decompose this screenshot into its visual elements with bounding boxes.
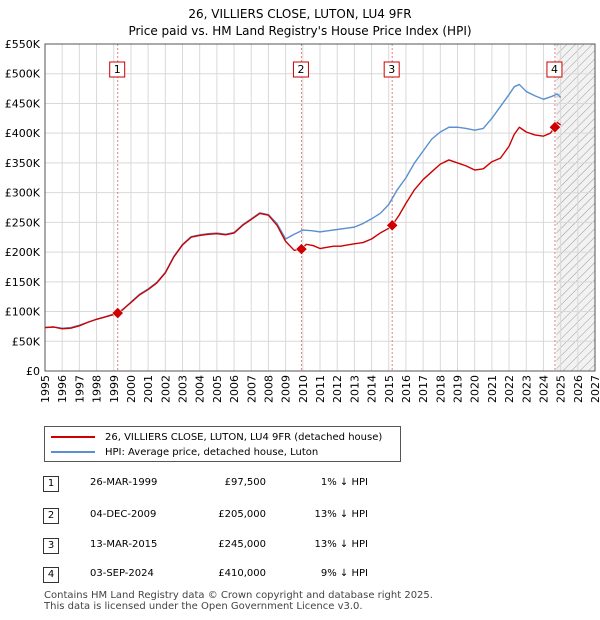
y-tick-label: £400K bbox=[5, 127, 41, 140]
sale-label-number: 3 bbox=[388, 63, 395, 76]
transaction-price: £205,000 bbox=[218, 509, 266, 520]
transaction-price: £245,000 bbox=[218, 539, 266, 550]
footer: Contains HM Land Registry data © Crown c… bbox=[44, 590, 433, 612]
transaction-number: 3 bbox=[43, 538, 59, 554]
chart-subtitle: Price paid vs. HM Land Registry's House … bbox=[128, 24, 471, 38]
x-tick-label: 1999 bbox=[108, 375, 121, 403]
x-tick-label: 2011 bbox=[314, 375, 327, 403]
x-tick-label: 2009 bbox=[280, 375, 293, 403]
x-tick-label: 2027 bbox=[589, 375, 600, 403]
y-tick-label: £0 bbox=[26, 365, 40, 378]
table-row: 2 04-DEC-2009 £205,000 13% ↓ HPI bbox=[0, 508, 600, 524]
x-tick-label: 1995 bbox=[39, 375, 52, 403]
y-tick-label: £500K bbox=[5, 68, 41, 81]
x-tick-label: 2016 bbox=[400, 375, 413, 403]
transaction-date: 26-MAR-1999 bbox=[90, 477, 158, 488]
x-tick-label: 2006 bbox=[228, 375, 241, 403]
legend: 26, VILLIERS CLOSE, LUTON, LU4 9FR (deta… bbox=[44, 426, 401, 462]
transaction-number: 2 bbox=[43, 508, 59, 524]
table-row: 4 03-SEP-2024 £410,000 9% ↓ HPI bbox=[0, 567, 600, 583]
legend-swatch-hpi bbox=[51, 451, 95, 453]
transaction-hpi: 1% ↓ HPI bbox=[320, 477, 368, 488]
x-tick-label: 2003 bbox=[177, 375, 190, 403]
x-tick-label: 2010 bbox=[297, 375, 310, 403]
transaction-number: 1 bbox=[43, 476, 59, 492]
y-tick-label: £300K bbox=[5, 187, 41, 200]
transaction-date: 03-SEP-2024 bbox=[90, 568, 154, 579]
transaction-number: 4 bbox=[43, 567, 59, 583]
x-tick-label: 2019 bbox=[452, 375, 465, 403]
transaction-price: £97,500 bbox=[224, 477, 266, 488]
chart: 26, VILLIERS CLOSE, LUTON, LU4 9FR Price… bbox=[5, 7, 600, 403]
table-row: 1 26-MAR-1999 £97,500 1% ↓ HPI bbox=[0, 476, 600, 492]
y-tick-label: £100K bbox=[5, 306, 41, 319]
x-tick-label: 2022 bbox=[503, 375, 516, 403]
forecast-hatch bbox=[556, 44, 595, 371]
y-tick-label: £50K bbox=[12, 335, 41, 348]
x-tick-label: 2012 bbox=[331, 375, 344, 403]
y-tick-label: £450K bbox=[5, 97, 41, 110]
legend-item-hpi: HPI: Average price, detached house, Luto… bbox=[51, 445, 318, 459]
transaction-hpi: 13% ↓ HPI bbox=[314, 539, 368, 550]
x-tick-label: 2002 bbox=[159, 375, 172, 403]
x-tick-label: 1996 bbox=[56, 375, 69, 403]
x-tick-label: 2025 bbox=[555, 375, 568, 403]
sale-label-box bbox=[383, 61, 400, 78]
sale-label-number: 4 bbox=[551, 63, 558, 76]
x-tick-label: 2017 bbox=[417, 375, 430, 403]
sale-point bbox=[111, 307, 124, 320]
transaction-hpi: 13% ↓ HPI bbox=[314, 509, 368, 520]
x-tick-label: 2013 bbox=[348, 375, 361, 403]
x-tick-label: 2001 bbox=[142, 375, 155, 403]
transaction-hpi: 9% ↓ HPI bbox=[320, 568, 368, 579]
x-tick-label: 2014 bbox=[366, 375, 379, 403]
x-tick-label: 1997 bbox=[73, 375, 86, 403]
sale-label-box bbox=[546, 61, 563, 78]
legend-item-property: 26, VILLIERS CLOSE, LUTON, LU4 9FR (deta… bbox=[51, 430, 382, 444]
y-tick-label: £200K bbox=[5, 246, 41, 259]
y-tick-label: £250K bbox=[5, 216, 41, 229]
x-tick-label: 2020 bbox=[469, 375, 482, 403]
y-tick-label: £150K bbox=[5, 276, 41, 289]
sale-label-box bbox=[109, 61, 126, 78]
transaction-date: 13-MAR-2015 bbox=[90, 539, 158, 550]
x-tick-label: 2018 bbox=[434, 375, 447, 403]
x-tick-label: 2023 bbox=[520, 375, 533, 403]
series-line-property bbox=[44, 121, 562, 330]
legend-label-property: 26, VILLIERS CLOSE, LUTON, LU4 9FR (deta… bbox=[105, 431, 383, 443]
table-row: 3 13-MAR-2015 £245,000 13% ↓ HPI bbox=[0, 538, 600, 554]
y-tick-label: £550K bbox=[5, 38, 41, 51]
sale-label-number: 2 bbox=[297, 63, 304, 76]
sale-point bbox=[386, 219, 399, 232]
sale-point bbox=[295, 243, 308, 256]
x-tick-label: 2015 bbox=[383, 375, 396, 403]
x-tick-label: 1998 bbox=[91, 375, 104, 403]
sale-label-box bbox=[292, 61, 309, 78]
legend-label-hpi: HPI: Average price, detached house, Luto… bbox=[105, 446, 319, 458]
transaction-price: £410,000 bbox=[218, 568, 266, 579]
x-tick-label: 2005 bbox=[211, 375, 224, 403]
footer-copyright: Contains HM Land Registry data © Crown c… bbox=[44, 590, 433, 601]
x-tick-label: 2004 bbox=[194, 375, 207, 403]
transaction-date: 04-DEC-2009 bbox=[90, 509, 157, 520]
x-tick-label: 2007 bbox=[245, 375, 258, 403]
sale-label-number: 1 bbox=[114, 63, 121, 76]
x-tick-label: 2000 bbox=[125, 375, 138, 403]
chart-title: 26, VILLIERS CLOSE, LUTON, LU4 9FR bbox=[188, 7, 411, 21]
x-tick-label: 2024 bbox=[537, 375, 550, 403]
legend-swatch-property bbox=[51, 436, 95, 438]
sale-point bbox=[548, 121, 561, 134]
plot-border bbox=[44, 43, 596, 372]
x-tick-label: 2021 bbox=[486, 375, 499, 403]
x-tick-label: 2026 bbox=[572, 375, 585, 403]
y-tick-label: £350K bbox=[5, 157, 41, 170]
footer-licence: This data is licensed under the Open Gov… bbox=[44, 601, 363, 612]
x-tick-label: 2008 bbox=[262, 375, 275, 403]
